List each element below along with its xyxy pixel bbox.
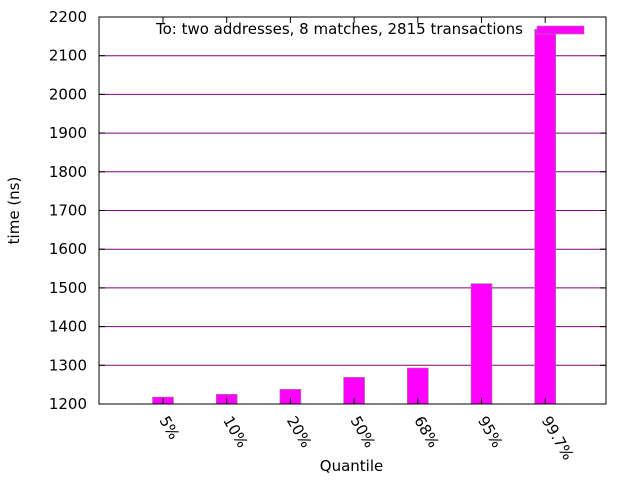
legend-label: To: two addresses, 8 matches, 2815 trans… xyxy=(155,20,523,38)
y-tick-label: 2200 xyxy=(49,8,87,26)
y-tick-label: 1800 xyxy=(49,163,87,181)
y-tick-label: 1900 xyxy=(49,124,87,142)
y-tick-label: 1400 xyxy=(49,318,87,336)
x-axis-title: Quantile xyxy=(320,457,383,475)
y-tick-label: 1700 xyxy=(49,202,87,220)
bar xyxy=(470,283,493,405)
y-axis-title: time (ns) xyxy=(5,177,23,245)
y-tick-label: 2100 xyxy=(49,47,87,65)
y-tick-label: 1200 xyxy=(49,395,87,413)
legend-swatch xyxy=(536,25,585,35)
grid-layer xyxy=(99,55,606,366)
y-tick-label: 1300 xyxy=(49,356,87,374)
y-axis-ticks: 1200 1300 1400 1500 1600 1700 1800 1900 2000 2100… xyxy=(49,8,606,413)
y-tick-label: 1500 xyxy=(49,279,87,297)
y-tick-label: 2000 xyxy=(49,85,87,103)
bar xyxy=(534,29,557,405)
y-tick-label: 1600 xyxy=(49,240,87,258)
legend: To: two addresses, 8 matches, 2815 trans… xyxy=(155,20,585,38)
